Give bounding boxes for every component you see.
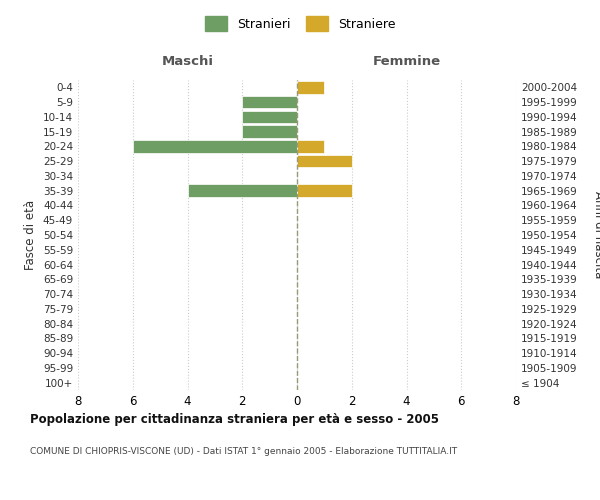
Bar [133,140,297,152]
Bar [297,140,325,152]
Text: Maschi: Maschi [161,54,214,68]
Y-axis label: Fasce di età: Fasce di età [25,200,37,270]
Text: Popolazione per cittadinanza straniera per età e sesso - 2005: Popolazione per cittadinanza straniera p… [30,412,439,426]
Bar [297,184,352,197]
Text: Femmine: Femmine [373,54,440,68]
Text: COMUNE DI CHIOPRIS-VISCONE (UD) - Dati ISTAT 1° gennaio 2005 - Elaborazione TUTT: COMUNE DI CHIOPRIS-VISCONE (UD) - Dati I… [30,448,457,456]
Bar [242,96,297,108]
Bar [188,184,297,197]
Legend: Stranieri, Straniere: Stranieri, Straniere [199,11,401,36]
Bar [242,110,297,123]
Bar [297,155,352,168]
Bar [242,126,297,138]
Y-axis label: Anni di nascita: Anni di nascita [592,192,600,278]
Bar [297,81,325,94]
